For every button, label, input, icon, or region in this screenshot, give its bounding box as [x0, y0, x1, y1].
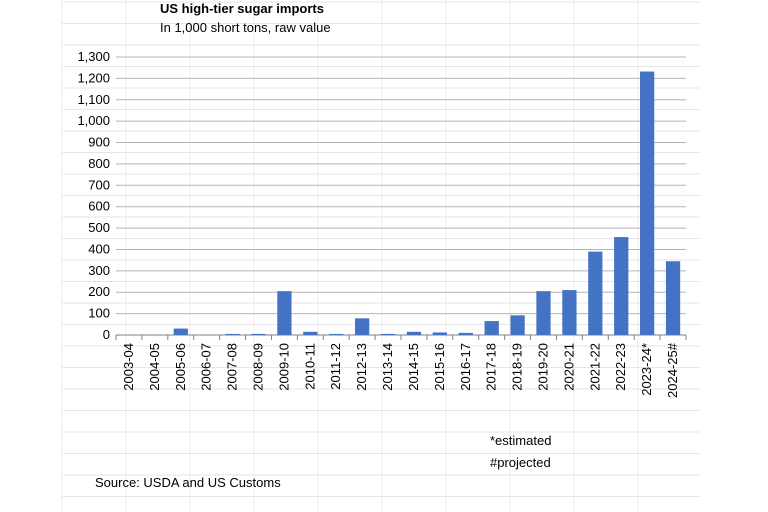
x-tick-label: 2022-23 [613, 343, 628, 391]
y-tick-label: 200 [88, 284, 110, 299]
x-tick-label: 2012-13 [354, 343, 369, 391]
x-tick-label: 2024-25# [665, 342, 680, 398]
bar [303, 331, 318, 335]
bar [277, 291, 292, 335]
y-tick-label: 400 [88, 241, 110, 256]
x-tick-label: 2020-21 [561, 343, 576, 391]
x-tick-label: 2011-12 [328, 343, 343, 390]
x-tick-label: 2018-19 [510, 343, 525, 391]
bar [510, 315, 525, 335]
source-note: Source: USDA and US Customs [95, 475, 281, 490]
chart-title: US high-tier sugar imports [160, 1, 324, 16]
x-tick-label: 2008-09 [251, 343, 266, 391]
x-tick-label: 2004-05 [147, 343, 162, 391]
x-tick-label: 2007-08 [225, 343, 240, 391]
bar [380, 333, 396, 335]
y-tick-label: 1,300 [77, 49, 110, 64]
x-tick-label: 2017-18 [484, 343, 499, 391]
x-tick-label: 2003-04 [121, 343, 136, 391]
bar [329, 333, 344, 335]
bar [588, 251, 603, 335]
x-tick-label: 2016-17 [458, 343, 473, 391]
bar [406, 331, 422, 335]
estimated-note: *estimated [490, 433, 552, 448]
x-tick-label: 2009-10 [276, 343, 291, 391]
x-tick-label: 2006-07 [199, 343, 214, 391]
bar [536, 291, 551, 335]
y-tick-label: 700 [88, 177, 110, 192]
y-tick-label: 1,000 [77, 113, 110, 128]
x-tick-label: 2010-11 [302, 343, 317, 390]
bar [173, 328, 188, 335]
x-tick-label: 2005-06 [173, 343, 188, 391]
bar [225, 333, 240, 335]
bar [355, 318, 370, 335]
bar [614, 237, 629, 335]
bar [562, 290, 577, 335]
x-tick-label: 2015-16 [432, 343, 447, 391]
y-tick-label: 300 [88, 263, 110, 278]
bar [640, 71, 655, 336]
bar [484, 321, 499, 335]
y-tick-label: 600 [88, 199, 110, 214]
x-tick-label: 2023-24* [639, 343, 654, 396]
y-tick-label: 500 [88, 220, 110, 235]
y-tick-label: 900 [88, 135, 110, 150]
y-tick-label: 100 [88, 306, 110, 321]
y-tick-label: 1,100 [77, 92, 110, 107]
x-tick-label: 2021-22 [587, 343, 602, 391]
x-tick-label: 2019-20 [536, 343, 551, 391]
x-tick-label: 2014-15 [406, 343, 421, 391]
bar [251, 333, 266, 335]
bar [665, 261, 681, 335]
chart-subtitle: In 1,000 short tons, raw value [160, 20, 331, 35]
bar [432, 332, 447, 335]
projected-note: #projected [490, 455, 551, 470]
x-tick-label: 2013-14 [380, 343, 395, 391]
bar [458, 332, 473, 335]
y-tick-label: 1,200 [77, 70, 110, 85]
y-tick-label: 800 [88, 156, 110, 171]
y-tick-label: 0 [103, 327, 110, 342]
